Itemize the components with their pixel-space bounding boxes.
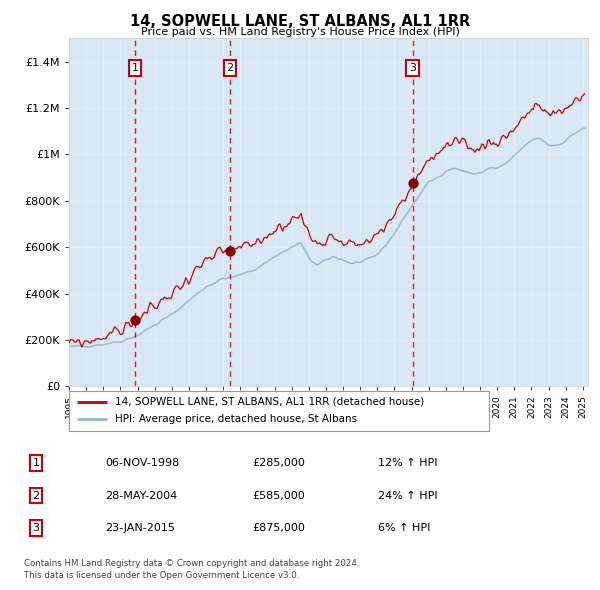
- Bar: [413, 38, 588, 386]
- Bar: [69, 38, 135, 386]
- Text: 1: 1: [32, 458, 40, 468]
- Text: Price paid vs. HM Land Registry's House Price Index (HPI): Price paid vs. HM Land Registry's House …: [140, 27, 460, 37]
- Text: £585,000: £585,000: [252, 491, 305, 500]
- Point: [130, 316, 140, 325]
- Text: 3: 3: [409, 63, 416, 73]
- Bar: [230, 38, 413, 386]
- Text: £875,000: £875,000: [252, 523, 305, 533]
- Text: 23-JAN-2015: 23-JAN-2015: [105, 523, 175, 533]
- Text: 28-MAY-2004: 28-MAY-2004: [105, 491, 177, 500]
- Text: 1: 1: [131, 63, 139, 73]
- Text: HPI: Average price, detached house, St Albans: HPI: Average price, detached house, St A…: [115, 414, 358, 424]
- Text: 24% ↑ HPI: 24% ↑ HPI: [378, 491, 437, 500]
- Text: 06-NOV-1998: 06-NOV-1998: [105, 458, 179, 468]
- Text: £285,000: £285,000: [252, 458, 305, 468]
- Text: 3: 3: [32, 523, 40, 533]
- Bar: [135, 38, 230, 386]
- Point: [225, 246, 235, 255]
- Text: 2: 2: [32, 491, 40, 500]
- Text: 2: 2: [227, 63, 233, 73]
- Text: Contains HM Land Registry data © Crown copyright and database right 2024.
This d: Contains HM Land Registry data © Crown c…: [24, 559, 359, 579]
- Point: [408, 179, 418, 188]
- Text: 14, SOPWELL LANE, ST ALBANS, AL1 1RR (detached house): 14, SOPWELL LANE, ST ALBANS, AL1 1RR (de…: [115, 397, 424, 407]
- Text: 14, SOPWELL LANE, ST ALBANS, AL1 1RR: 14, SOPWELL LANE, ST ALBANS, AL1 1RR: [130, 14, 470, 28]
- Text: 6% ↑ HPI: 6% ↑ HPI: [378, 523, 430, 533]
- Text: 12% ↑ HPI: 12% ↑ HPI: [378, 458, 437, 468]
